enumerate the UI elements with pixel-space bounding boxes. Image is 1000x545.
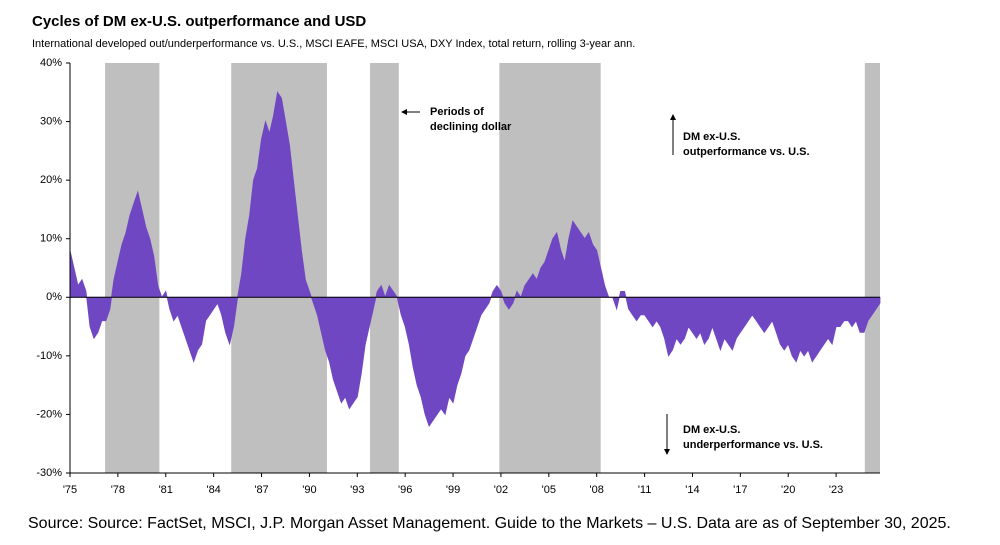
x-tick-label: '84 <box>206 484 220 496</box>
x-tick-label: '81 <box>159 484 173 496</box>
x-tick-label: '02 <box>494 484 508 496</box>
annotation-text: outperformance vs. U.S. <box>683 146 810 158</box>
y-tick-label: -30% <box>36 467 62 479</box>
x-tick-label: '05 <box>542 484 556 496</box>
x-tick-label: '78 <box>111 484 125 496</box>
x-tick-label: '17 <box>733 484 747 496</box>
y-tick-label: 40% <box>40 57 62 69</box>
shaded-period <box>864 63 880 473</box>
x-tick-label: '87 <box>254 484 268 496</box>
y-tick-label: 20% <box>40 174 62 186</box>
x-tick-label: '90 <box>302 484 316 496</box>
chart-title: Cycles of DM ex-U.S. outperformance and … <box>32 13 366 30</box>
y-tick-label: 10% <box>40 233 62 245</box>
x-tick-label: '96 <box>398 484 412 496</box>
x-tick-label: '23 <box>829 484 843 496</box>
x-tick-label: '08 <box>590 484 604 496</box>
x-tick-label: '11 <box>638 484 652 496</box>
shaded-period <box>370 63 399 473</box>
x-tick-label: '75 <box>63 484 77 496</box>
y-tick-label: 0% <box>46 291 62 303</box>
x-tick-label: '99 <box>446 484 460 496</box>
shaded-label: Periods of <box>430 106 484 118</box>
y-tick-label: -10% <box>36 350 62 362</box>
annotation-text: underperformance vs. U.S. <box>683 439 823 451</box>
x-tick-label: '93 <box>350 484 364 496</box>
chart-subtitle: International developed out/underperform… <box>32 38 635 50</box>
shaded-label: declining dollar <box>430 121 512 133</box>
area <box>69 91 881 427</box>
annotation-text: DM ex-U.S. <box>683 131 740 143</box>
x-tick-label: '14 <box>685 484 699 496</box>
y-tick-label: -20% <box>36 408 62 420</box>
annotation-text: DM ex-U.S. <box>683 424 740 436</box>
source-note: Source: Source: FactSet, MSCI, J.P. Morg… <box>28 515 951 532</box>
x-tick-label: '20 <box>781 484 795 496</box>
y-tick-label: 30% <box>40 115 62 127</box>
plot-area: 40% 30% 20% 10% 0% -10% -20% -30%'75 '78 '81 '84 '8… <box>36 57 881 496</box>
